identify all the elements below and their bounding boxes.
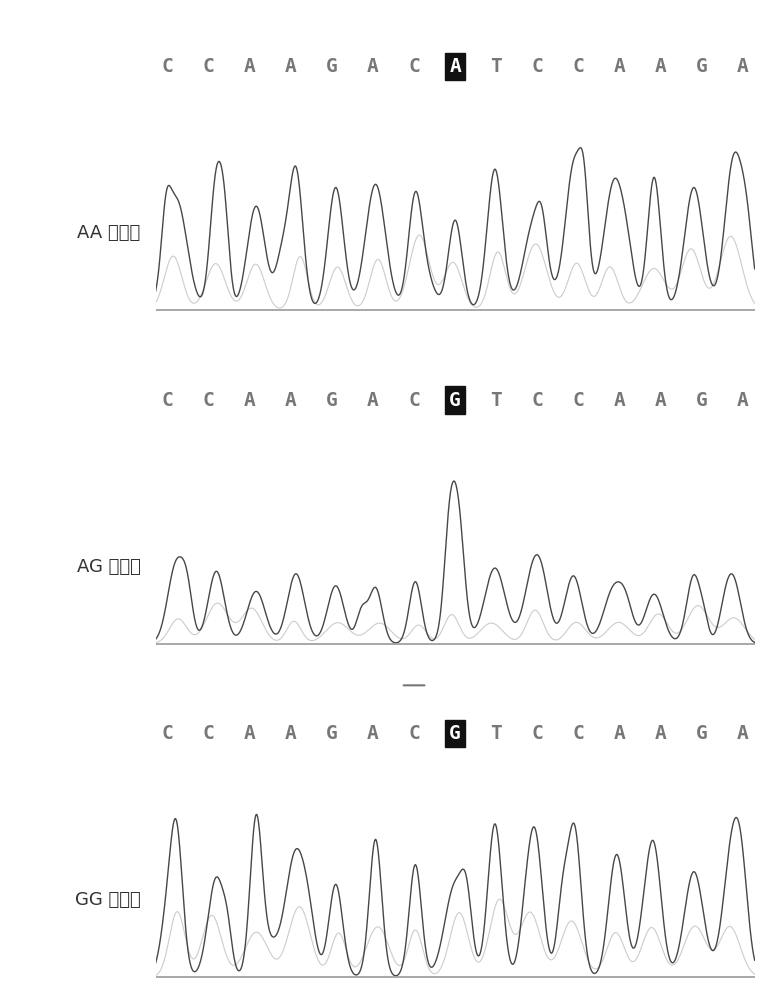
Text: A: A xyxy=(654,724,667,743)
Text: T: T xyxy=(490,57,502,76)
Text: C: C xyxy=(531,57,543,76)
Text: T: T xyxy=(490,390,502,410)
Text: A: A xyxy=(449,57,461,76)
Text: GG 基因型: GG 基因型 xyxy=(75,891,140,909)
Text: C: C xyxy=(531,390,543,410)
Text: C: C xyxy=(531,724,543,743)
Text: C: C xyxy=(162,57,173,76)
Text: C: C xyxy=(408,390,420,410)
Text: A: A xyxy=(244,724,256,743)
Text: A: A xyxy=(285,390,296,410)
Text: A: A xyxy=(367,390,379,410)
Text: A: A xyxy=(614,57,626,76)
Text: C: C xyxy=(203,724,215,743)
Text: A: A xyxy=(737,724,748,743)
Text: C: C xyxy=(408,724,420,743)
Text: C: C xyxy=(573,57,584,76)
Text: A: A xyxy=(654,390,667,410)
Text: C: C xyxy=(573,724,584,743)
Text: C: C xyxy=(203,57,215,76)
Text: A: A xyxy=(367,724,379,743)
Text: A: A xyxy=(244,57,256,76)
Text: C: C xyxy=(162,390,173,410)
Text: A: A xyxy=(244,390,256,410)
Text: G: G xyxy=(326,57,338,76)
Text: T: T xyxy=(490,724,502,743)
Text: G: G xyxy=(326,724,338,743)
Text: G: G xyxy=(696,724,707,743)
Text: A: A xyxy=(737,57,748,76)
Text: G: G xyxy=(696,57,707,76)
Text: A: A xyxy=(614,724,626,743)
Text: G: G xyxy=(449,724,461,743)
Text: G: G xyxy=(326,390,338,410)
Text: G: G xyxy=(449,390,461,410)
Text: AA 基因型: AA 基因型 xyxy=(77,224,140,242)
Text: C: C xyxy=(162,724,173,743)
Text: C: C xyxy=(408,57,420,76)
Text: G: G xyxy=(696,390,707,410)
Text: A: A xyxy=(654,57,667,76)
Text: A: A xyxy=(614,390,626,410)
Text: C: C xyxy=(573,390,584,410)
Text: A: A xyxy=(737,390,748,410)
Text: A: A xyxy=(367,57,379,76)
Text: A: A xyxy=(285,724,296,743)
Text: C: C xyxy=(203,390,215,410)
Text: AG 基因型: AG 基因型 xyxy=(76,558,140,576)
Text: A: A xyxy=(285,57,296,76)
